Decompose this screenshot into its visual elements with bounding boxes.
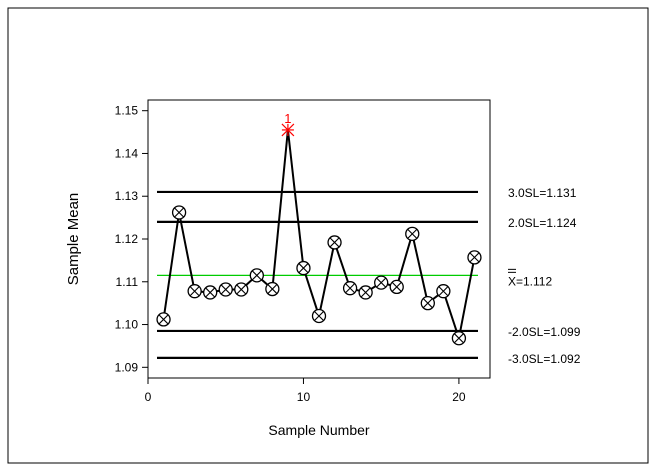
y-tick-label: 1.12 — [115, 232, 139, 246]
data-point-cross — [298, 263, 309, 273]
data-point-cross — [252, 270, 262, 281]
data-point-cross — [174, 207, 184, 218]
data-point-cross — [438, 286, 449, 296]
center-line-label: X=1.112 — [508, 274, 552, 288]
x-tick-label: 20 — [452, 390, 466, 404]
data-point-cross — [454, 333, 464, 344]
chart-frame — [7, 7, 649, 464]
data-point-cross — [423, 298, 433, 308]
y-tick-label: 1.09 — [115, 360, 139, 374]
y-axis-label: Sample Mean — [65, 193, 82, 286]
y-tick-label: 1.13 — [115, 189, 139, 203]
data-point-cross — [189, 286, 200, 296]
control-limit-label: 2.0SL=1.124 — [508, 216, 577, 230]
data-point-cross — [314, 311, 324, 321]
x-tick-label: 10 — [297, 390, 311, 404]
y-tick-label: 1.14 — [115, 146, 139, 160]
data-point-cross — [205, 287, 215, 298]
x-axis: 0 10 20 — [145, 378, 466, 404]
data-series: 1 — [156, 111, 482, 346]
out-of-control-label: 1 — [284, 111, 291, 126]
data-point-cross — [360, 287, 371, 298]
y-axis: 1.09 1.10 1.11 1.12 1.13 1.14 1.15 — [115, 104, 148, 374]
y-tick-label: 1.11 — [116, 275, 139, 289]
control-limit-label: -2.0SL=1.099 — [508, 325, 581, 339]
data-point-cross — [407, 229, 418, 239]
y-tick-label: 1.10 — [115, 318, 139, 332]
data-point-cross — [220, 284, 231, 295]
control-limit-label: -3.0SL=1.092 — [508, 352, 581, 366]
data-point-cross — [158, 314, 169, 325]
control-limit-label: 3.0SL=1.131 — [508, 186, 577, 200]
x-axis-label: Sample Number — [268, 422, 369, 438]
data-point-cross — [267, 284, 278, 294]
y-tick-label: 1.15 — [115, 104, 139, 118]
data-point-cross — [236, 284, 247, 295]
data-point-cross — [391, 282, 402, 292]
control-lines: 3.0SL=1.131 2.0SL=1.124 X=1.112 -2.0SL=1.09… — [157, 186, 581, 366]
data-point-cross — [329, 237, 340, 248]
data-point-cross — [345, 283, 355, 293]
data-point-cross — [469, 252, 480, 263]
x-tick-label: 0 — [145, 390, 152, 404]
data-point-cross — [376, 277, 386, 288]
